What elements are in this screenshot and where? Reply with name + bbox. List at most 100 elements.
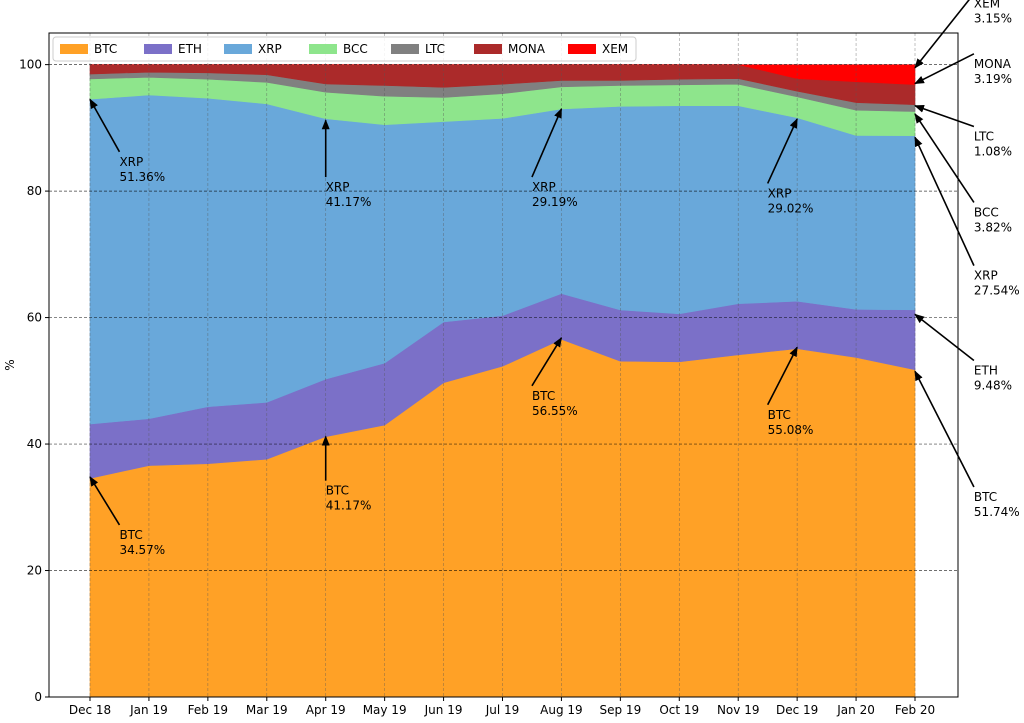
annotation-label: XRP — [326, 180, 350, 194]
annotation-label: XEM — [974, 0, 1000, 11]
annotation-label: XRP — [532, 180, 556, 194]
legend-swatch — [568, 44, 596, 54]
annotation-label: LTC — [974, 130, 994, 144]
annotation-value: 51.74% — [974, 505, 1020, 519]
x-tick-label: Feb 20 — [895, 703, 935, 717]
annotation-value: 55.08% — [768, 423, 814, 437]
legend-swatch — [309, 44, 337, 54]
legend-swatch — [60, 44, 88, 54]
annotation-arrow — [89, 98, 121, 153]
annotation-arrow — [914, 370, 975, 488]
annotation-value: 56.55% — [532, 404, 578, 418]
legend-label: XEM — [602, 42, 628, 56]
annotation-arrow — [914, 136, 975, 266]
y-tick-label: 0 — [34, 690, 42, 704]
annotation-arrow — [89, 476, 121, 526]
annotation-value: 3.82% — [974, 220, 1012, 234]
annotation-label: BTC — [326, 484, 349, 498]
x-tick-label: Jul 19 — [485, 703, 520, 717]
legend-item-mona: MONA — [474, 42, 546, 56]
legend-item-xrp: XRP — [224, 42, 282, 56]
y-axis-label: % — [3, 359, 17, 370]
annotation-label: MONA — [974, 57, 1012, 71]
annotation-arrow — [531, 336, 563, 387]
legend-item-ltc: LTC — [391, 42, 445, 56]
legend-label: BTC — [94, 42, 117, 56]
legend-box — [52, 36, 637, 62]
annotation-label: BCC — [974, 205, 999, 219]
annotation-label: XRP — [974, 269, 998, 283]
x-tick-label: Dec 18 — [69, 703, 111, 717]
annotation-arrow — [531, 107, 563, 178]
legend-label: MONA — [508, 42, 546, 56]
legend-swatch — [391, 44, 419, 54]
annotation-value: 9.48% — [974, 378, 1012, 392]
legend-label: BCC — [343, 42, 368, 56]
x-tick-label: May 19 — [363, 703, 407, 717]
annotation-label: BTC — [974, 490, 997, 504]
legend-item-btc: BTC — [60, 42, 117, 56]
annotation-arrow — [914, 0, 970, 69]
axis-ticks: 0 20 40 60 80 100 Dec 18 Jan 19 Feb 19 Mar 19 Apr … — [19, 58, 935, 717]
legend-label: XRP — [258, 42, 282, 56]
annotation-value: 29.19% — [532, 195, 578, 209]
x-tick-label: Aug 19 — [540, 703, 583, 717]
annotation-value: 3.15% — [974, 12, 1012, 26]
annotation-label: BTC — [119, 528, 142, 542]
annotation-value: 27.54% — [974, 284, 1020, 298]
legend-item-eth: ETH — [144, 42, 202, 56]
legend-swatch — [474, 44, 502, 54]
annotation-arrow — [914, 113, 975, 203]
x-tick-label: Apr 19 — [306, 703, 346, 717]
legend-item-bcc: BCC — [309, 42, 368, 56]
y-tick-label: 100 — [19, 58, 42, 72]
legend-item-xem: XEM — [568, 42, 628, 56]
x-tick-label: Jun 19 — [424, 703, 463, 717]
legend-swatch — [144, 44, 172, 54]
legend-label: ETH — [178, 42, 202, 56]
x-tick-label: Mar 19 — [246, 703, 288, 717]
x-tick-label: Oct 19 — [659, 703, 699, 717]
legend-label: LTC — [425, 42, 445, 56]
plot-frame — [48, 32, 959, 698]
annotation-arrow — [914, 313, 975, 362]
annotation-label: BTC — [768, 408, 791, 422]
annotation-value: 51.36% — [119, 170, 165, 184]
annotation-label: XRP — [768, 186, 792, 200]
x-tick-label: Nov 19 — [717, 703, 760, 717]
annotation-label: XRP — [119, 155, 143, 169]
x-tick-label: Dec 19 — [776, 703, 818, 717]
annotation-value: 41.17% — [326, 499, 372, 513]
annotation-arrow — [914, 104, 975, 128]
annotation-arrow — [914, 53, 975, 85]
x-tick-label: Sep 19 — [600, 703, 642, 717]
annotation-value: 3.19% — [974, 72, 1012, 86]
y-tick-label: 80 — [27, 184, 42, 198]
annotation-value: 34.57% — [119, 543, 165, 557]
y-tick-label: 60 — [27, 311, 42, 325]
x-tick-label: Feb 19 — [188, 703, 228, 717]
x-tick-label: Jan 20 — [836, 703, 875, 717]
annotation-value: 41.17% — [326, 195, 372, 209]
annotation-arrow — [766, 346, 798, 406]
annotation-label: BTC — [532, 389, 555, 403]
legend-swatch — [224, 44, 252, 54]
annotation-value: 1.08% — [974, 145, 1012, 159]
annotation-arrow — [766, 118, 798, 184]
